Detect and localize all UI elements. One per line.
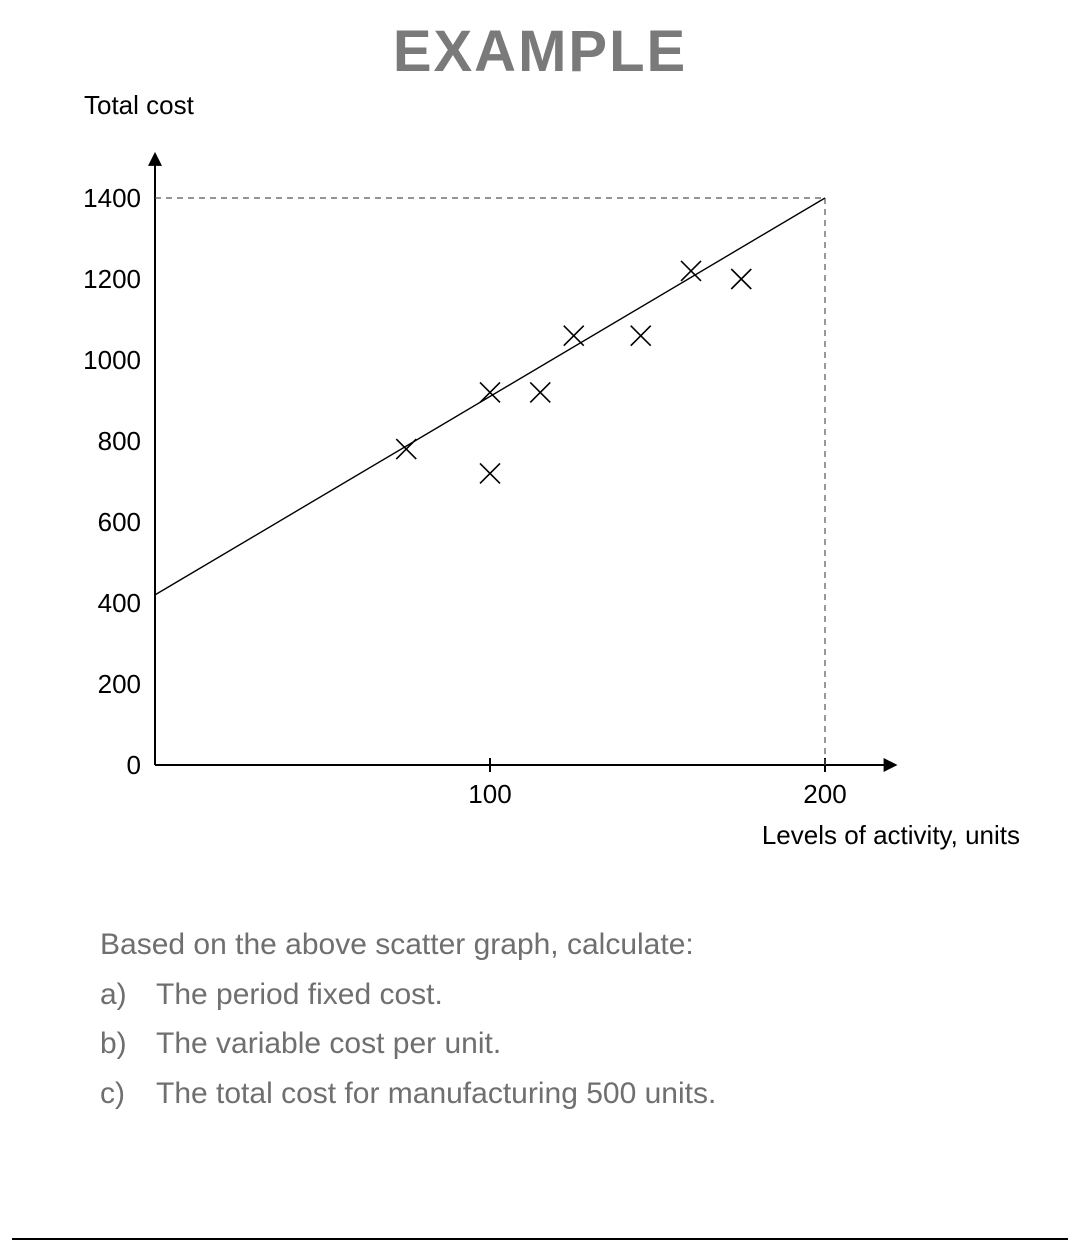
- scatter-chart: 0 200 400 600 800 1000 1200 1400 100 200: [40, 120, 1040, 820]
- svg-text:100: 100: [468, 779, 511, 809]
- question-prompt: Based on the above scatter graph, calcul…: [100, 920, 1000, 970]
- y-axis-label: Total cost: [84, 90, 194, 121]
- svg-text:1000: 1000: [83, 345, 141, 375]
- svg-text:200: 200: [98, 669, 141, 699]
- question-text: The variable cost per unit.: [156, 1019, 501, 1069]
- svg-text:800: 800: [98, 426, 141, 456]
- x-axis-label: Levels of activity, units: [762, 820, 1020, 851]
- question-item: a) The period fixed cost.: [100, 970, 1000, 1020]
- svg-text:0: 0: [127, 750, 141, 780]
- svg-text:400: 400: [98, 588, 141, 618]
- svg-text:1400: 1400: [83, 183, 141, 213]
- bottom-border: [12, 1238, 1068, 1240]
- svg-text:200: 200: [803, 779, 846, 809]
- question-item: b) The variable cost per unit.: [100, 1019, 1000, 1069]
- question-letter: a): [100, 970, 136, 1020]
- svg-text:600: 600: [98, 507, 141, 537]
- svg-text:1200: 1200: [83, 264, 141, 294]
- question-letter: b): [100, 1019, 136, 1069]
- question-item: c) The total cost for manufacturing 500 …: [100, 1069, 1000, 1119]
- page: EXAMPLE Total cost 0 200 400 600 800 1000 1200…: [0, 0, 1080, 1254]
- question-text: The total cost for manufacturing 500 uni…: [156, 1069, 716, 1119]
- page-title: EXAMPLE: [0, 18, 1080, 85]
- question-letter: c): [100, 1069, 136, 1119]
- chart-svg: 0 200 400 600 800 1000 1200 1400 100 200: [40, 120, 1040, 820]
- question-block: Based on the above scatter graph, calcul…: [100, 920, 1000, 1118]
- question-text: The period fixed cost.: [156, 970, 443, 1020]
